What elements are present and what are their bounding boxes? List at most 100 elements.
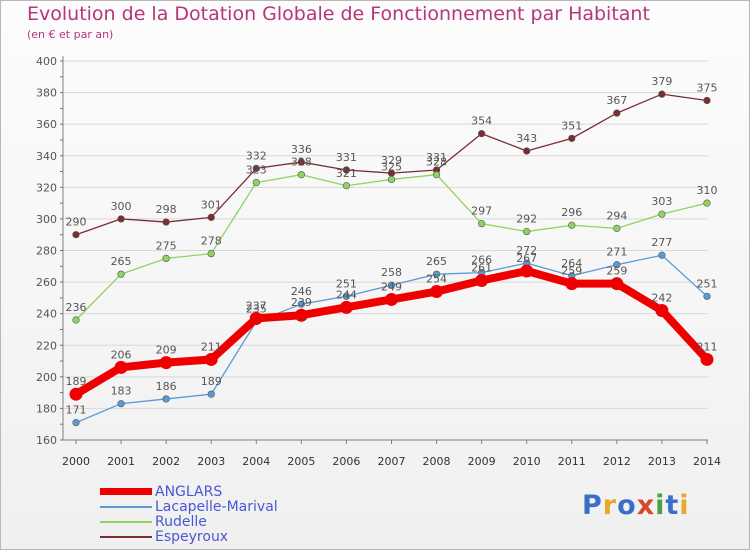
x-tick-label: 2013 — [648, 455, 676, 468]
data-point — [207, 213, 215, 221]
data-point — [342, 166, 351, 174]
legend-label-anglars: ANGLARS — [155, 484, 223, 500]
y-tick-label: 360 — [36, 118, 57, 131]
data-label: 242 — [651, 292, 672, 305]
data-point — [297, 300, 305, 308]
data-point — [432, 270, 441, 278]
data-label: 375 — [696, 81, 717, 94]
y-tick-label: 160 — [36, 434, 57, 447]
data-label: 328 — [426, 156, 447, 169]
data-point — [523, 147, 531, 155]
data-label: 236 — [66, 301, 87, 314]
data-label: 329 — [381, 154, 402, 167]
data-label: 235 — [246, 303, 267, 316]
data-label: 265 — [426, 255, 447, 268]
data-label: 298 — [156, 203, 177, 216]
data-point — [72, 316, 80, 324]
legend-item-rudelle: Rudelle — [100, 514, 300, 530]
data-label: 209 — [156, 344, 177, 357]
data-point — [162, 395, 170, 403]
data-point — [430, 285, 444, 299]
data-point — [114, 360, 128, 374]
logo-letter: o — [617, 490, 637, 521]
data-label: 278 — [201, 235, 222, 248]
data-label: 211 — [201, 340, 222, 353]
data-point — [387, 281, 396, 289]
data-point — [523, 227, 531, 236]
data-point — [72, 419, 80, 427]
data-point — [655, 304, 669, 318]
data-point — [610, 277, 624, 291]
data-point — [297, 171, 305, 179]
data-point — [568, 221, 576, 229]
y-tick-label: 280 — [36, 245, 57, 258]
data-point — [342, 182, 351, 190]
y-tick-label: 220 — [36, 339, 57, 352]
data-point — [658, 251, 666, 259]
y-tick-label: 340 — [36, 150, 57, 163]
data-label: 354 — [471, 115, 492, 128]
data-point — [703, 292, 711, 300]
legend-item-lacapelle-marival: Lacapelle-Marival — [100, 499, 300, 515]
data-label: 244 — [336, 288, 357, 301]
data-label: 237 — [246, 299, 267, 312]
data-label: 290 — [66, 216, 87, 229]
data-point — [117, 400, 125, 408]
data-label: 328 — [291, 156, 312, 169]
data-point — [69, 387, 83, 401]
data-label: 277 — [651, 236, 672, 249]
legend-swatch-anglars — [100, 488, 152, 495]
data-label: 351 — [561, 119, 582, 132]
data-label: 321 — [336, 167, 357, 180]
data-point — [384, 292, 398, 306]
data-label: 300 — [111, 200, 132, 213]
legend-swatch-espeyroux — [100, 536, 152, 538]
data-label: 251 — [336, 277, 357, 290]
data-label: 266 — [471, 254, 492, 267]
logo-letter: P — [582, 490, 603, 521]
y-tick-label: 380 — [36, 87, 57, 100]
x-tick-label: 2007 — [377, 455, 405, 468]
data-label: 251 — [696, 277, 717, 290]
x-tick-label: 2008 — [423, 455, 451, 468]
data-label: 259 — [561, 265, 582, 278]
data-point — [162, 254, 170, 262]
data-label: 186 — [156, 380, 177, 393]
x-tick-label: 2009 — [468, 455, 496, 468]
data-label: 332 — [246, 149, 267, 162]
data-point — [658, 210, 666, 218]
data-label: 254 — [426, 273, 447, 286]
data-label: 267 — [516, 252, 537, 265]
data-point — [249, 311, 263, 325]
data-label: 367 — [606, 94, 627, 107]
x-tick-label: 2000 — [62, 455, 90, 468]
x-tick-label: 2010 — [513, 455, 541, 468]
chart-title: Evolution de la Dotation Globale de Fonc… — [27, 3, 650, 25]
logo-letter: i — [655, 490, 666, 521]
data-point — [72, 231, 80, 239]
data-point — [252, 164, 260, 172]
data-label: 296 — [561, 206, 582, 219]
data-label: 272 — [516, 244, 537, 257]
y-tick-label: 200 — [36, 371, 57, 384]
data-point — [703, 96, 711, 105]
logo-letter: i — [679, 490, 690, 521]
data-label: 336 — [291, 143, 312, 156]
data-label: 265 — [111, 255, 132, 268]
data-point — [117, 215, 125, 223]
data-point — [613, 261, 621, 269]
legend-label-lacapelle-marival: Lacapelle-Marival — [155, 499, 278, 515]
x-tick-label: 2006 — [332, 455, 360, 468]
data-point — [700, 352, 714, 366]
data-point — [613, 109, 621, 117]
data-label: 323 — [246, 164, 267, 177]
data-label: 211 — [696, 340, 717, 353]
y-tick-label: 260 — [36, 276, 57, 289]
x-tick-label: 2004 — [242, 455, 270, 468]
y-tick-label: 300 — [36, 213, 57, 226]
data-label: 292 — [516, 213, 537, 226]
data-label: 258 — [381, 266, 402, 279]
legend-label-rudelle: Rudelle — [155, 514, 207, 530]
